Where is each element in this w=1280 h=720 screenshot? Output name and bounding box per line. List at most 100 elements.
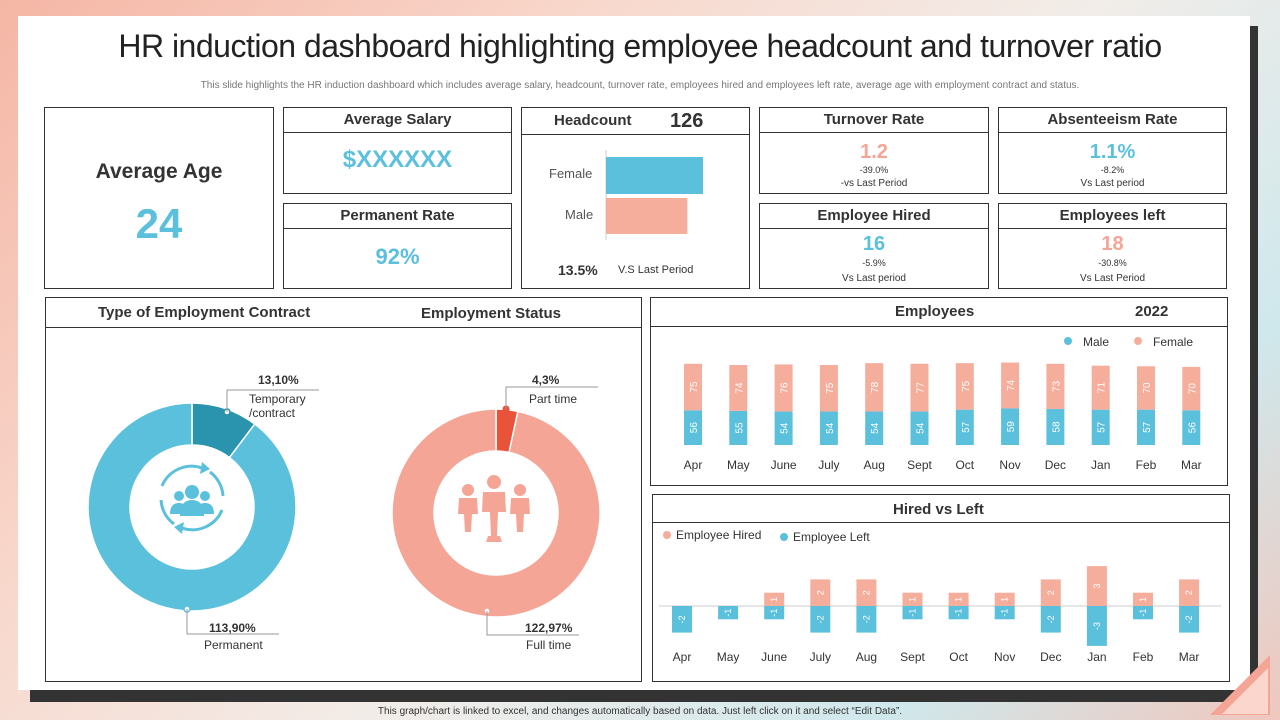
hired-vs-left-chart: Employee Hired Employee Left -2 Apr -1 May 1… [659,528,1221,664]
temporary-percent: 13,10% [258,373,299,387]
temporary-label-line1: Temporary [249,392,306,406]
absenteeism-rate-card: Absenteeism Rate 1.1% -8.2% Vs Last peri… [998,107,1227,194]
part-time-label: Part time [529,392,577,406]
male-value-label: 54 [916,422,927,434]
month-tick-label: Jan [1087,650,1106,664]
hired-value-label: 1 [1138,597,1148,602]
left-value-label: -1 [1138,609,1148,617]
female-bar [1001,362,1020,409]
male-value-label: 56 [689,422,700,434]
employees-chart: Male Female 56 75 Apr 55 74 May 54 76 June 54 75 Ju… [684,335,1202,472]
hired-bar [1086,566,1107,606]
month-tick-label: June [771,458,797,472]
month-tick-label: May [717,650,740,664]
female-value-label: 74 [734,382,745,394]
employees-title: Employees [895,303,975,320]
absenteeism-rate-change: -8.2% [1100,165,1125,175]
footer-note: This graph/chart is linked to excel, and… [377,706,903,717]
male-bar [955,409,974,445]
average-salary-label: Average Salary [284,108,511,133]
female-bar [1182,366,1201,411]
part-time-percent: 4,3% [532,373,560,387]
left-bar [1086,606,1107,646]
hired-value-label: 3 [1092,584,1102,589]
month-tick-label: Mar [1181,458,1202,472]
hired-value-label: 2 [1184,590,1194,595]
hired-bar [856,579,877,606]
left-value-label: -2 [815,615,825,623]
employee-hired-value: 16 [862,233,886,255]
female-value-label: 73 [1051,380,1062,392]
left-bar [1133,606,1153,620]
team-people-icon [458,475,530,542]
full-time-label: Full time [526,638,572,652]
headcount-male-label: Male [565,207,593,222]
permanent-rate-card: Permanent Rate 92% [283,203,512,289]
male-value-label: 59 [1006,421,1017,433]
male-value-label: 57 [961,421,972,433]
headcount-label: Headcount [554,112,632,129]
female-bar [774,364,793,412]
female-bar [729,365,748,411]
hired-bar [1179,579,1200,606]
average-age-label: Average Age [95,160,223,183]
permanent-slice [87,402,297,612]
donut-charts: 13,10% Temporary /contract 113,90% Perma… [87,373,601,652]
month-tick-label: Feb [1136,458,1157,472]
female-value-label: 75 [825,382,836,394]
average-salary-value: $XXXXXX [342,146,453,173]
left-bar [764,606,785,620]
permanent-leader-line [186,609,279,635]
hired-bar [948,592,969,606]
hired-bar [1133,592,1153,606]
legend-hired-label: Employee Hired [676,528,761,542]
male-bar [910,411,929,445]
contract-status-header [46,298,641,328]
left-value-label: -1 [1000,609,1010,617]
male-value-label: 54 [870,422,881,434]
legend-female-label: Female [1153,335,1193,349]
full-time-percent: 122,97% [525,621,573,635]
left-value-label: -1 [769,609,779,617]
left-bar [718,606,739,620]
month-tick-label: Sept [907,458,932,472]
headcount-change-label: V.S Last Period [618,264,694,276]
month-tick-label: Aug [864,458,885,472]
contract-title: Type of Employment Contract [98,304,311,321]
hired-bar [810,579,831,606]
female-bar [684,363,702,411]
left-value-label: -1 [723,609,733,617]
permanent-label: Permanent [204,638,263,652]
absenteeism-rate-comparison: Vs Last period [1080,178,1145,189]
female-bar [955,363,974,410]
male-bar [1046,409,1065,445]
male-bar [1182,410,1201,445]
male-bar [865,411,884,445]
male-value-label: 57 [1097,421,1108,433]
male-bar [1001,408,1020,445]
permanent-percent: 113,90% [209,621,256,635]
hired-bar [764,592,785,606]
male-value-label: 57 [1142,421,1153,433]
average-salary-card: Average Salary $XXXXXX [283,107,512,194]
male-value-label: 54 [825,422,836,434]
legend-left-dot [780,533,788,541]
headcount-male-bar [606,198,688,234]
employees-header [651,298,1227,327]
turnover-rate-label: Turnover Rate [760,108,988,133]
female-value-label: 74 [1006,379,1017,391]
month-tick-label: July [810,650,831,664]
average-age-value: 24 [135,200,183,247]
male-value-label: 58 [1051,421,1062,433]
employees-left-card: Employees left 18 -30.8% Vs Last Period [998,203,1227,289]
employees-left-label: Employees left [999,204,1226,229]
hired-value-label: 2 [1046,590,1056,595]
male-value-label: 55 [734,422,745,434]
employees-left-change: -30.8% [1098,258,1127,268]
employee-hired-change: -5.9% [862,258,886,268]
hired-left-title: Hired vs Left [893,501,984,518]
hired-bar [1040,579,1061,606]
month-tick-label: Oct [955,458,974,472]
month-tick-label: Aug [856,650,877,664]
permanent-rate-value: 92% [375,244,420,269]
